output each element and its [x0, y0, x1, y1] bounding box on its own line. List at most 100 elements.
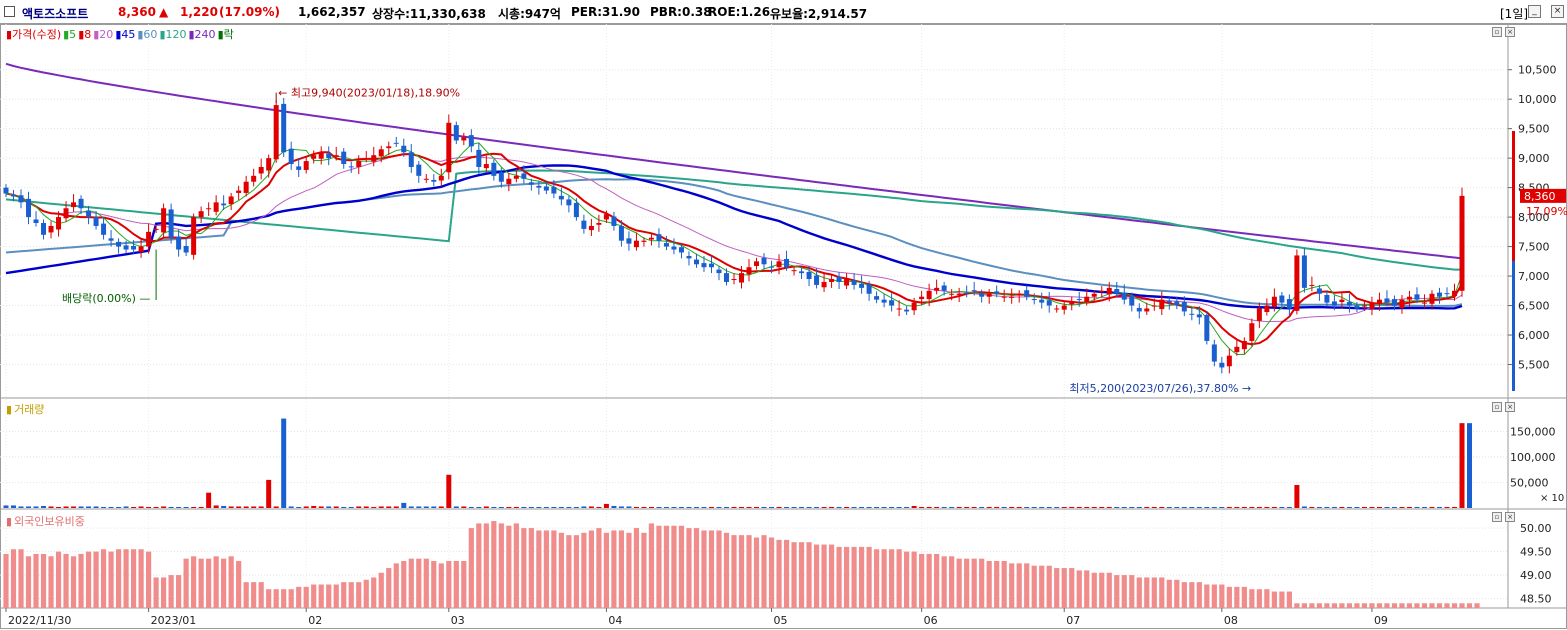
window-checkbox[interactable] — [4, 6, 15, 17]
foreign-panel-restore-button[interactable]: ▫ — [1492, 512, 1502, 522]
volume-bar — [1174, 506, 1180, 508]
candle-body — [71, 202, 77, 208]
legend-item-2[interactable]: ▮8 — [78, 28, 92, 41]
legend-item-5[interactable]: ▮60 — [137, 28, 158, 41]
legend-item-7[interactable]: ▮240 — [188, 28, 216, 41]
foreign-tick-label: 48.50 — [1520, 593, 1552, 606]
candle-body — [423, 178, 429, 180]
candle-body — [1271, 296, 1277, 307]
price-tick-label: 6,000 — [1518, 329, 1550, 342]
volume-bar — [1001, 506, 1007, 508]
volume-bar — [318, 506, 324, 508]
candle-body — [1061, 305, 1067, 310]
candle-body — [1316, 288, 1322, 294]
stock-name: 액토즈소프트 — [22, 7, 89, 21]
volume-bar — [1099, 506, 1105, 508]
foreign-bar — [251, 582, 257, 608]
foreign-bar — [198, 558, 204, 608]
candle-body — [146, 231, 152, 247]
candle-body — [296, 166, 302, 170]
candle-body — [453, 125, 459, 141]
volume-bar — [236, 506, 242, 508]
candle-body — [754, 261, 760, 267]
ma20-line — [5, 154, 1463, 323]
volume-bar — [1309, 506, 1315, 508]
foreign-bar — [416, 558, 422, 608]
foreign-bar — [1181, 582, 1187, 608]
foreign-bar — [753, 537, 760, 608]
candle-body — [693, 259, 699, 265]
foreign-bar — [1046, 565, 1052, 608]
candle-body — [731, 279, 737, 281]
foreign-bar — [761, 535, 767, 608]
ma240-line — [5, 62, 1463, 260]
legend-item-3[interactable]: ▮20 — [93, 28, 114, 41]
candle-body — [889, 300, 895, 306]
foreign-bar — [1099, 572, 1105, 608]
candle-body — [821, 281, 827, 288]
legend-item-0[interactable]: ▮가격(수정) — [6, 28, 62, 41]
candle-body — [956, 293, 962, 295]
candle-body — [1301, 255, 1307, 288]
foreign-bar — [311, 584, 317, 608]
volume-panel-restore-button[interactable]: ▫ — [1492, 402, 1502, 412]
legend-item-8[interactable]: ▮락 — [217, 28, 234, 41]
foreign-bar — [813, 544, 820, 608]
candle-body — [1331, 301, 1337, 306]
volume-panel-close-button[interactable]: × — [1505, 402, 1515, 412]
candle-body — [1091, 293, 1097, 297]
volume-bar — [228, 506, 234, 508]
period-selector[interactable]: [1일] — [1500, 7, 1529, 21]
foreign-bar — [183, 558, 189, 608]
up-arrow-icon: ▲ — [159, 5, 169, 19]
x-axis-label: 09 — [1374, 614, 1388, 627]
foreign-bar — [1444, 603, 1450, 608]
volume-value: 1,662,357 — [298, 5, 366, 19]
candle-body — [183, 245, 189, 253]
foreign-bar — [911, 551, 917, 608]
minimize-button[interactable]: _ — [1528, 5, 1541, 18]
foreign-bar — [348, 582, 354, 608]
volume-bar — [333, 506, 339, 508]
candle-body — [603, 214, 609, 220]
foreign-bar — [1294, 603, 1300, 608]
volume-bar — [814, 506, 820, 508]
price-panel-close-button[interactable]: × — [1505, 27, 1515, 37]
candle-body — [799, 271, 805, 274]
volume-bar — [1271, 506, 1277, 508]
candle-body — [1099, 290, 1105, 292]
foreign-bar — [491, 521, 497, 608]
candle-body — [596, 223, 602, 225]
close-button[interactable]: × — [1551, 5, 1564, 18]
volume-bar — [701, 506, 707, 508]
candle-body — [1181, 302, 1187, 312]
volume-bar — [844, 506, 850, 508]
candle-body — [33, 219, 39, 223]
foreign-bar — [176, 575, 182, 608]
price-panel-restore-button[interactable]: ▫ — [1492, 27, 1502, 37]
candle-body — [528, 182, 534, 185]
candle-body — [1369, 302, 1375, 310]
volume-bar — [393, 506, 399, 508]
candle-body — [56, 217, 62, 230]
candle-body — [701, 263, 707, 268]
volume-bar — [911, 505, 917, 508]
foreign-panel-close-button[interactable]: × — [1505, 512, 1515, 522]
volume-bar — [1054, 506, 1060, 508]
stock-chart[interactable]: 5,5006,0006,5007,0007,5008,0008,5009,000… — [0, 24, 1567, 630]
candle-body — [1226, 355, 1232, 367]
volume-bar — [686, 506, 692, 508]
foreign-bar — [581, 532, 587, 608]
legend-item-6[interactable]: ▮120 — [159, 28, 187, 41]
foreign-bar — [1174, 579, 1180, 608]
candle-body — [1009, 296, 1015, 298]
volume-bar — [558, 506, 564, 508]
volume-bar — [296, 506, 302, 508]
x-axis-label: 2022/11/30 — [8, 614, 71, 627]
legend-item-4[interactable]: ▮45 — [115, 28, 136, 41]
price-tick-label: 9,500 — [1518, 123, 1550, 136]
foreign-bar — [896, 549, 902, 608]
volume-bar — [371, 506, 377, 508]
legend-item-1[interactable]: ▮5 — [63, 28, 77, 41]
volume-bar — [1039, 506, 1045, 508]
